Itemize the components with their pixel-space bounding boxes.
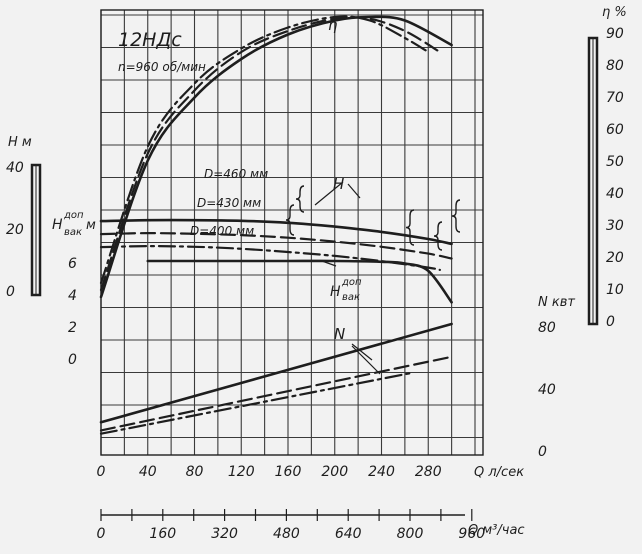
- x2-axis-label: Q м³/час: [468, 523, 525, 538]
- eta-tick-label: 30: [606, 218, 624, 234]
- hvak-curve-label-sup: доп: [341, 277, 362, 288]
- series-eta-dashdot-5: [99, 15, 430, 285]
- eta-curve-label: η: [328, 16, 338, 34]
- chart-subtitle: n=960 об/мин: [118, 60, 206, 74]
- series-label-d400: D=400 мм: [190, 224, 254, 238]
- series-n-dashdot-8: [99, 372, 412, 435]
- leader-line-0: [314, 181, 344, 206]
- hvak-tick-label: 6: [68, 256, 77, 272]
- x-tick-label: 280: [415, 464, 442, 480]
- hvak-axis-label-main: H: [52, 217, 63, 233]
- hvak-axis-label-sub: вак: [64, 227, 82, 238]
- hvak-curve-label-main: H: [330, 284, 341, 300]
- h-tick-label: 40: [6, 160, 24, 176]
- x2-tick-label: 320: [211, 526, 238, 542]
- x2-tick-label: 160: [149, 526, 176, 542]
- x2-tick-label: 640: [335, 526, 362, 542]
- eta-tick-label: 90: [606, 26, 624, 42]
- curves: [99, 15, 461, 435]
- eta-tick-label: 0: [606, 314, 615, 330]
- n-tick-label: 80: [538, 320, 556, 336]
- hvak-axis-label: H доп вак м: [52, 210, 96, 238]
- series-h-dashdot-2: [99, 244, 441, 271]
- leader-line-1: [347, 183, 361, 199]
- x-tick-label: 200: [321, 464, 348, 480]
- hvak-curve-label: H доп вак: [330, 277, 362, 303]
- x-tick-label: 160: [275, 464, 302, 480]
- brace-2: [405, 209, 415, 246]
- hvak-axis-label-sup: доп: [63, 210, 84, 221]
- eta-tick-label: 60: [606, 122, 624, 138]
- h-tick-label: 20: [6, 222, 24, 238]
- n-tick-label: 0: [538, 444, 547, 460]
- series-h-dashed-1: [99, 231, 453, 260]
- eta-tick-label: 40: [606, 186, 624, 202]
- leader-line-3: [351, 343, 373, 361]
- x-tick-label: 120: [228, 464, 255, 480]
- eta-tick-label: 80: [606, 58, 624, 74]
- hvak-curve-label-sub: вак: [342, 292, 360, 303]
- hvak-axis-unit: м: [86, 218, 96, 233]
- n-axis-label: N квт: [538, 295, 575, 310]
- hvak-tick-label: 2: [68, 320, 77, 336]
- eta-axis-label: η %: [602, 5, 627, 20]
- series-label-d430: D=430 мм: [197, 196, 261, 210]
- x-tick-label: 0: [97, 464, 106, 480]
- x-axis-label: Q л/сек: [474, 465, 524, 480]
- x-tick-label: 240: [368, 464, 395, 480]
- eta-tick-label: 70: [606, 90, 624, 106]
- series-eta-dashed-4: [99, 16, 441, 292]
- series-label-d460: D=460 мм: [204, 167, 268, 181]
- series-hvak-solid-9: [146, 259, 453, 304]
- x-tick-label: 80: [186, 464, 204, 480]
- series-n-solid-6: [99, 322, 453, 424]
- x-tick-label: 40: [139, 464, 157, 480]
- eta-tick-label: 20: [606, 250, 624, 266]
- series-h-solid-0: [99, 218, 453, 246]
- h-curves-label: H: [333, 175, 344, 193]
- brace-1: [285, 204, 295, 236]
- n-curves-label: N: [334, 325, 345, 343]
- x2-tick-label: 800: [397, 526, 424, 542]
- leader-line-4: [351, 345, 381, 375]
- brace-0: [295, 185, 305, 213]
- x2-tick-label: 480: [273, 526, 300, 542]
- plot-frame: [100, 9, 484, 456]
- eta-tick-label: 10: [606, 282, 624, 298]
- x2-tick-label: 0: [97, 526, 106, 542]
- n-tick-label: 40: [538, 382, 556, 398]
- series-eta-solid-3: [99, 15, 453, 299]
- h-axis-label: H м: [8, 135, 32, 150]
- grid: [100, 9, 484, 456]
- hvak-tick-label: 4: [68, 288, 77, 304]
- hvak-tick-label: 0: [68, 352, 77, 368]
- leader-line-2: [321, 260, 337, 267]
- eta-tick-label: 50: [606, 154, 624, 170]
- x2-tick-label: 960: [458, 526, 485, 542]
- brace-3: [433, 221, 443, 251]
- h-tick-label: 0: [6, 284, 15, 300]
- series-n-dashed-7: [99, 355, 453, 432]
- brace-4: [451, 199, 461, 233]
- chart-title: 12НДс: [118, 29, 182, 51]
